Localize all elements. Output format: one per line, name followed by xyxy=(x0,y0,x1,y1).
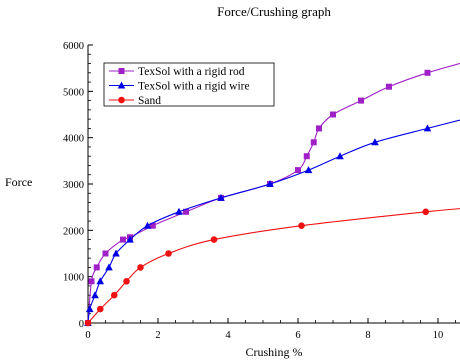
legend-marker-1 xyxy=(117,81,126,89)
y-axis-label: Force xyxy=(5,175,32,189)
data-point xyxy=(123,278,130,285)
data-point xyxy=(316,125,322,132)
data-point xyxy=(143,221,152,229)
data-point xyxy=(126,235,134,243)
legend-marker-0 xyxy=(118,68,125,74)
legend-label-0: TexSol with a rigid rod xyxy=(138,66,245,78)
y-tick-label: 3000 xyxy=(63,180,84,191)
data-point xyxy=(96,305,104,313)
y-tick-label: 5000 xyxy=(63,87,84,98)
data-point xyxy=(336,152,344,160)
x-tick-label: 4 xyxy=(225,330,231,341)
data-point xyxy=(110,291,118,299)
legend: TexSol with a rigid rod TexSol with a rig… xyxy=(103,62,275,107)
data-point xyxy=(102,250,109,257)
data-point xyxy=(175,207,183,215)
legend-box xyxy=(103,62,275,107)
data-point xyxy=(358,97,364,104)
data-point xyxy=(310,139,317,146)
data-point xyxy=(149,222,156,229)
legend-label-1: TexSol with a rigid wire xyxy=(138,81,250,93)
chart-title: Force/Crushing graph xyxy=(217,4,331,19)
data-point xyxy=(266,180,274,187)
data-point xyxy=(303,153,310,160)
x-tick-label: 2 xyxy=(155,330,160,341)
data-point xyxy=(88,278,95,285)
y-tick-label: 1000 xyxy=(63,273,84,284)
data-point xyxy=(165,250,172,257)
plot-area: 0 1000 2000 3000 4000 5000 6000 0 2 4 6 8 10 xyxy=(63,41,460,341)
y-tick-label: 0 xyxy=(79,319,84,330)
x-axis-label: Crushing % xyxy=(246,345,303,359)
series-line-1 xyxy=(87,119,460,324)
data-point xyxy=(91,291,99,299)
data-point xyxy=(183,208,189,215)
data-point xyxy=(137,264,144,271)
data-point xyxy=(96,277,105,285)
data-point xyxy=(84,319,92,327)
data-point xyxy=(85,305,94,313)
data-point xyxy=(93,264,100,271)
y-tick-label: 6000 xyxy=(63,41,84,52)
series-layer xyxy=(84,62,460,327)
x-tick-label: 0 xyxy=(85,330,90,341)
data-point xyxy=(112,249,120,257)
y-tick-label: 4000 xyxy=(63,134,84,145)
x-tick-label: 10 xyxy=(433,330,444,341)
x-tick-label: 8 xyxy=(365,330,370,341)
data-point xyxy=(424,69,431,76)
data-point xyxy=(422,208,430,216)
data-point xyxy=(423,124,432,132)
data-point xyxy=(330,111,336,118)
data-point xyxy=(371,138,379,146)
legend-label-2: Sand xyxy=(138,95,161,107)
data-point xyxy=(210,236,218,243)
data-point xyxy=(217,193,225,201)
data-point xyxy=(386,83,392,90)
data-point xyxy=(105,263,113,271)
legend-marker-2 xyxy=(118,96,125,104)
data-point xyxy=(304,166,313,174)
series-line-2 xyxy=(87,208,460,324)
x-tick-label: 6 xyxy=(295,330,300,341)
data-point xyxy=(120,236,126,243)
y-tick-label: 2000 xyxy=(63,226,84,237)
data-point xyxy=(298,222,305,229)
data-point xyxy=(295,167,301,174)
